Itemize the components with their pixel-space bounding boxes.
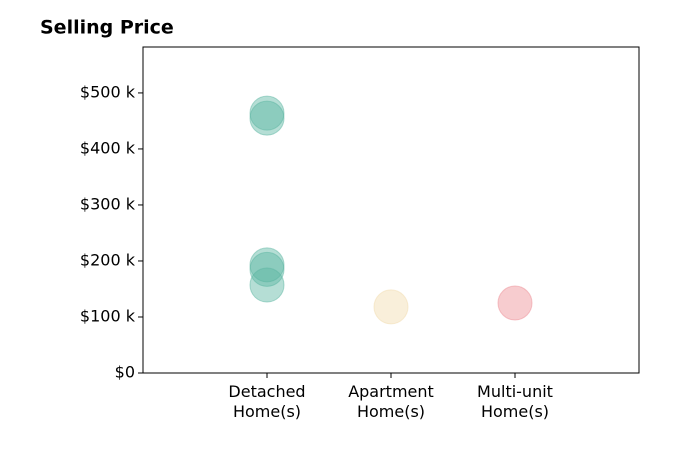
point bbox=[249, 267, 285, 303]
point bbox=[249, 251, 285, 287]
x-tick-label: Multi-unit Home(s) bbox=[477, 382, 553, 421]
y-tick-label: $0 bbox=[115, 363, 135, 382]
point bbox=[249, 100, 285, 136]
chart-title: Selling Price bbox=[40, 17, 174, 39]
x-tick-label: Detached Home(s) bbox=[228, 382, 306, 421]
point bbox=[249, 95, 285, 131]
point bbox=[497, 285, 533, 321]
y-tick-label: $300 k bbox=[80, 194, 136, 213]
y-tick-label: $100 k bbox=[80, 306, 136, 325]
point bbox=[373, 289, 409, 325]
point bbox=[249, 247, 285, 283]
y-tick-label: $200 k bbox=[80, 250, 136, 269]
y-tick-label: $400 k bbox=[80, 138, 136, 157]
x-tick-label: Apartment Home(s) bbox=[348, 382, 434, 421]
y-tick-label: $500 k bbox=[80, 82, 136, 101]
